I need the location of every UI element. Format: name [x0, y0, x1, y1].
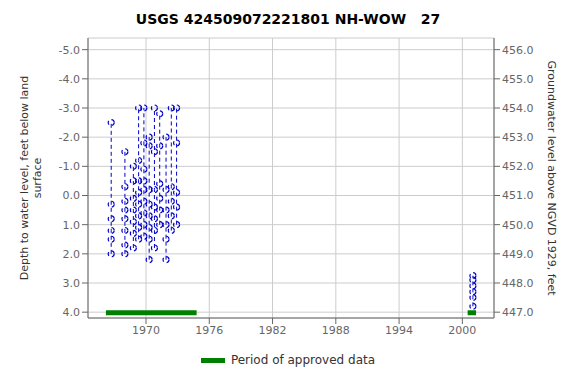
svg-text:-3.0: -3.0 [59, 102, 80, 115]
svg-text:4.0: 4.0 [63, 306, 81, 319]
svg-text:449.0: 449.0 [502, 248, 534, 261]
svg-text:1976: 1976 [195, 324, 223, 337]
html-text:Period of approved data: Period of approved data [230, 353, 376, 367]
svg-text:453.0: 453.0 [502, 131, 534, 144]
svg-text:-1.0: -1.0 [59, 160, 80, 173]
svg-text:452.0: 452.0 [502, 160, 534, 173]
html-text:USGS 424509072221801 NH-WOW 27: USGS 424509072221801 NH-WOW 27 [135, 11, 441, 27]
svg-text:-2.0: -2.0 [59, 131, 80, 144]
svg-text:-4.0: -4.0 [59, 73, 80, 86]
svg-text:2000: 2000 [448, 324, 476, 337]
svg-text:2.0: 2.0 [63, 248, 81, 261]
svg-text:1994: 1994 [385, 324, 413, 337]
svg-text:1988: 1988 [322, 324, 350, 337]
svg-text:1970: 1970 [132, 324, 160, 337]
svg-text:Depth to water level, feet bel: Depth to water level, feet below landsur… [18, 76, 44, 281]
svg-text:450.0: 450.0 [502, 219, 534, 232]
svg-text:-5.0: -5.0 [59, 44, 80, 57]
svg-text:455.0: 455.0 [502, 73, 534, 86]
svg-text:448.0: 448.0 [502, 277, 534, 290]
svg-text:1982: 1982 [259, 324, 287, 337]
svg-text:456.0: 456.0 [502, 44, 534, 57]
svg-text:451.0: 451.0 [502, 189, 534, 202]
svg-text:447.0: 447.0 [502, 306, 534, 319]
svg-text:454.0: 454.0 [502, 102, 534, 115]
svg-text:Groundwater level above NGVD 1: Groundwater level above NGVD 1929, feet [545, 60, 558, 296]
svg-text:0.0: 0.0 [63, 189, 81, 202]
svg-text:3.0: 3.0 [63, 277, 81, 290]
svg-text:1.0: 1.0 [63, 219, 81, 232]
